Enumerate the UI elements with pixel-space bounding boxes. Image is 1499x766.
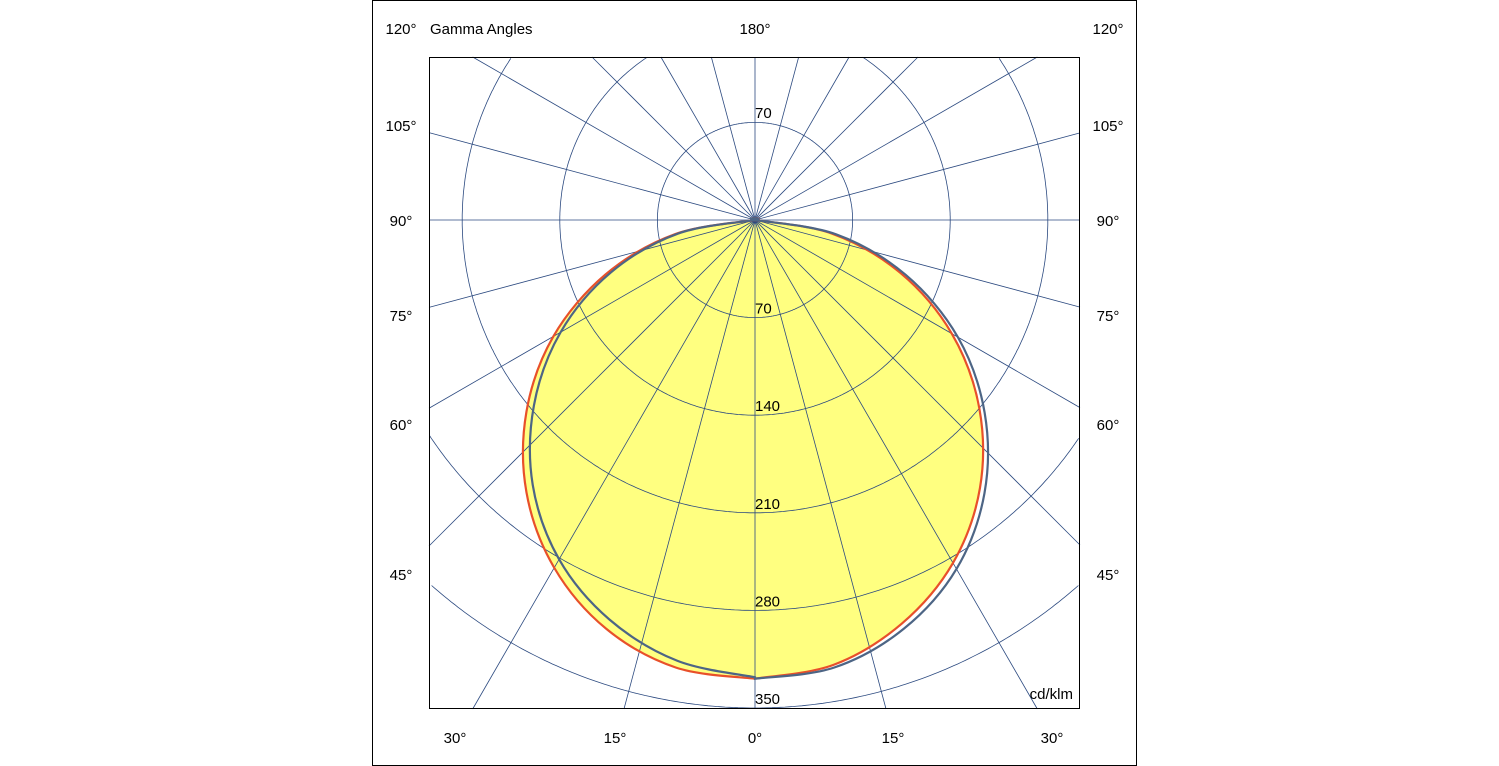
grid-radial-line	[472, 219, 756, 710]
plot-frame	[429, 57, 1080, 709]
grid-radial-line	[754, 219, 1081, 308]
grid-radial-line	[428, 219, 756, 409]
angle-label-left: 45°	[390, 567, 413, 584]
angle-label-bottom: 15°	[882, 730, 905, 747]
grid-radial-line	[754, 219, 1081, 546]
grid-radial-line	[660, 56, 756, 221]
grid-radial-line	[754, 56, 1038, 221]
grid-radial-line	[428, 132, 756, 221]
angle-label-right: 105°	[1092, 118, 1123, 135]
angle-label-bottom: 30°	[1041, 730, 1064, 747]
grid-radial-line	[754, 219, 1038, 710]
grid-radial-line	[754, 56, 919, 221]
ring-label: 210	[755, 496, 780, 513]
grid-radial-line	[428, 219, 756, 308]
angle-label-right: 120°	[1092, 21, 1123, 38]
grid-radial-line	[754, 56, 800, 221]
angle-label-right: 90°	[1097, 213, 1120, 230]
angle-label-left: 60°	[390, 417, 413, 434]
grid-ring	[559, 56, 951, 416]
ring-label: 140	[755, 398, 780, 415]
grid-radial-line	[754, 219, 1081, 408]
grid-ring	[429, 435, 1080, 611]
angle-label-left: 105°	[385, 118, 416, 135]
angle-label-right: 45°	[1097, 567, 1120, 584]
angle-label-bottom: 0°	[748, 730, 762, 747]
angle-label-right: 60°	[1097, 417, 1120, 434]
grid-ring	[431, 585, 1079, 709]
grid-radial-line	[472, 56, 756, 221]
angle-label-left: 120°	[385, 21, 416, 38]
angle-label-right: 75°	[1097, 308, 1120, 325]
intensity-curve-1	[528, 217, 990, 680]
grid-radial-line	[623, 219, 756, 710]
grid-radial-line	[754, 219, 887, 710]
angle-label-bottom: 15°	[604, 730, 627, 747]
angle-label-bottom: 30°	[444, 730, 467, 747]
ring-label: 70	[755, 301, 772, 318]
grid-radial-line	[591, 56, 756, 221]
grid-radial-line	[754, 56, 850, 221]
angle-label-left: 90°	[390, 213, 413, 230]
angle-label-left: 75°	[390, 308, 413, 325]
chart-title: Gamma Angles	[430, 21, 533, 38]
angle-label-top: 180°	[739, 21, 770, 38]
grid-ring	[461, 58, 1049, 514]
grid-radial-line	[754, 132, 1081, 221]
ring-label-upper: 70	[755, 105, 772, 122]
grid-radial-line	[710, 56, 756, 221]
unit-label: cd/klm	[1030, 686, 1073, 703]
grid-radial-line	[428, 219, 756, 547]
ring-label: 280	[755, 593, 780, 610]
ring-label: 350	[755, 691, 780, 708]
